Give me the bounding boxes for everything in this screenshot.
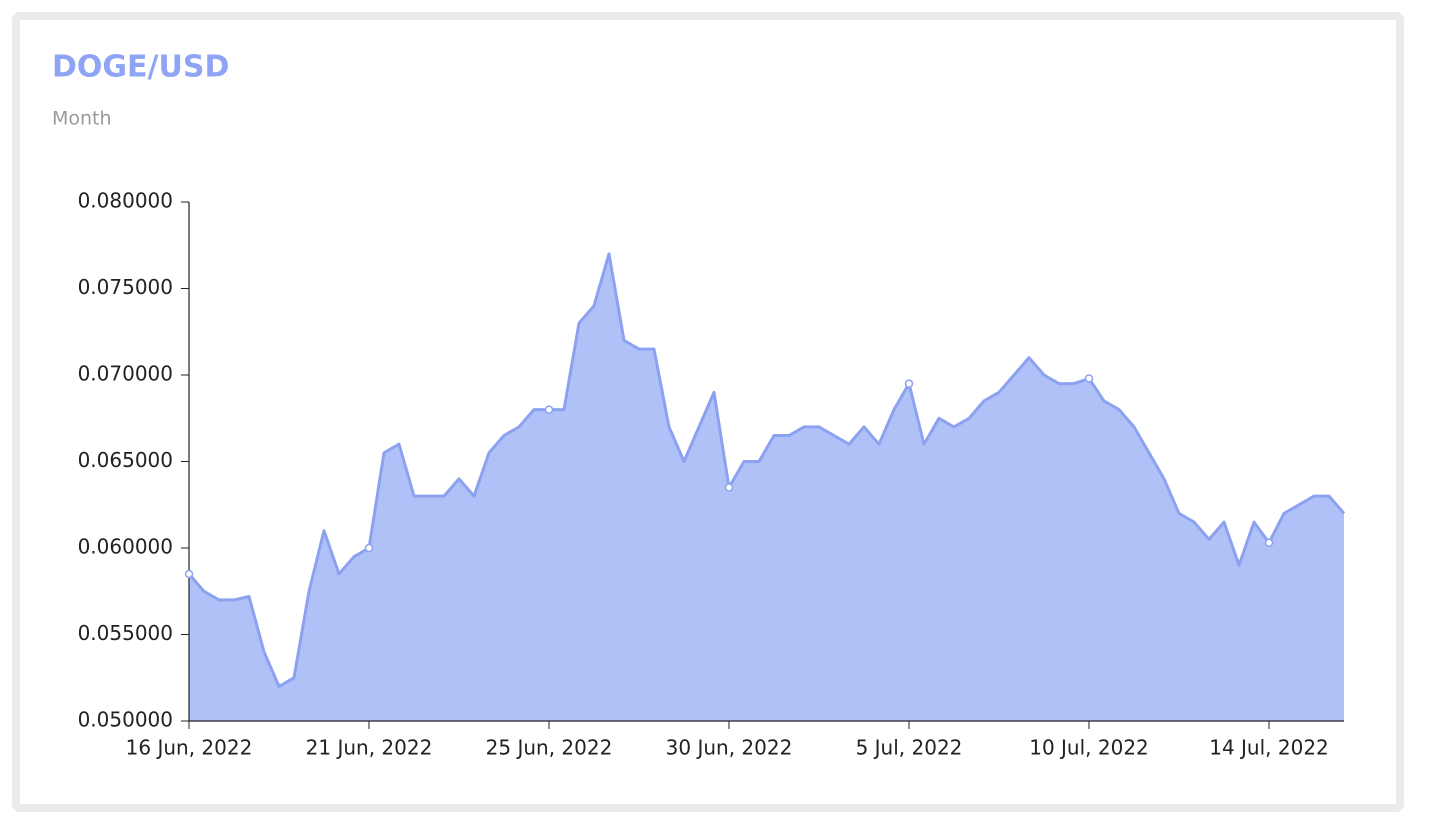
- x-tick-label: 21 Jun, 2022: [306, 736, 433, 760]
- area: [189, 253, 1344, 721]
- y-tick-label: 0.080000: [78, 189, 173, 213]
- chart-subtitle: Month: [52, 108, 112, 130]
- y-tick-label: 0.070000: [78, 362, 173, 386]
- point-marker: [184, 569, 194, 579]
- y-tick-label: 0.060000: [78, 535, 173, 559]
- y-tick-label: 0.065000: [78, 448, 173, 472]
- chart-title: DOGE/USD: [52, 50, 229, 85]
- x-tick-label: 25 Jun, 2022: [486, 736, 613, 760]
- x-tick-label: 30 Jun, 2022: [666, 736, 793, 760]
- point-marker: [364, 543, 374, 553]
- x-tick-label: 16 Jun, 2022: [126, 736, 253, 760]
- point-marker: [544, 405, 554, 414]
- x-tick-label: 10 Jul, 2022: [1029, 736, 1149, 760]
- y-tick-label: 0.050000: [78, 708, 173, 732]
- x-tick-label: 5 Jul, 2022: [856, 736, 963, 760]
- line: [187, 252, 1346, 688]
- y-tick-label: 0.075000: [78, 275, 173, 299]
- point-marker: [1264, 538, 1274, 548]
- y-tick-label: 0.055000: [78, 621, 173, 645]
- point-marker: [904, 379, 914, 388]
- point-marker: [724, 483, 734, 492]
- x-tick-label: 14 Jul, 2022: [1209, 736, 1329, 760]
- point-marker: [1084, 374, 1094, 383]
